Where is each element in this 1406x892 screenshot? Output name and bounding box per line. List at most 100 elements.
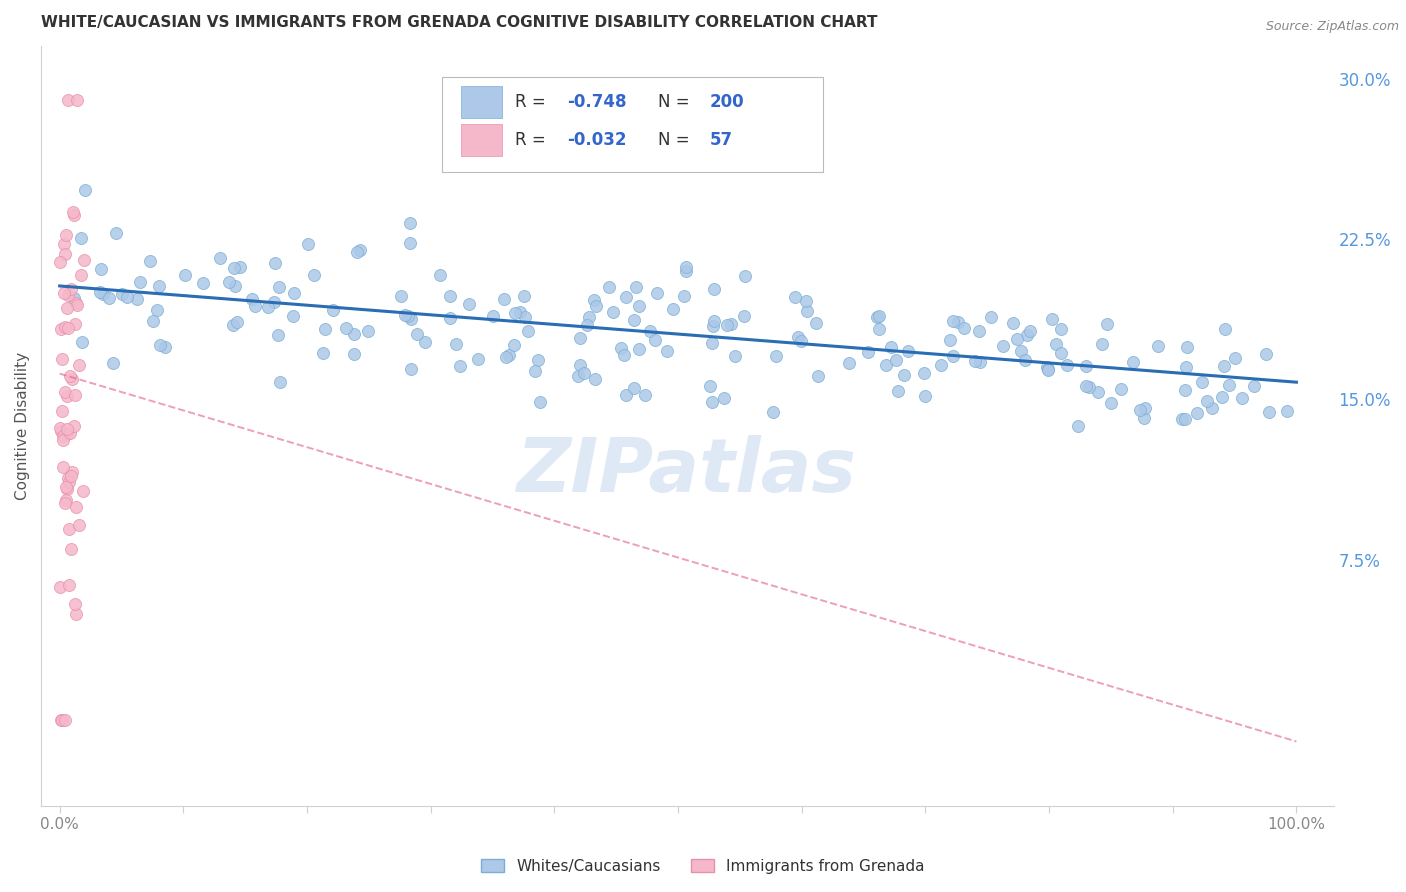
Point (243, 299, 266, 313)
Point (65, 607, 87, 622)
Point (609, 341, 631, 355)
Point (58, 93, 80, 107)
Point (1036, 363, 1059, 377)
Point (673, 289, 696, 303)
Point (357, 324, 380, 338)
Point (49, 580, 72, 594)
Point (51, 424, 73, 438)
Point (1095, 317, 1118, 331)
Point (53, 496, 76, 510)
Point (952, 321, 974, 335)
Point (724, 349, 747, 363)
Point (980, 310, 1002, 324)
Point (1174, 412, 1197, 426)
Point (1014, 353, 1036, 368)
Point (281, 310, 304, 324)
Point (893, 368, 915, 383)
Point (884, 352, 907, 367)
Point (786, 330, 808, 344)
Point (1056, 358, 1078, 372)
Point (58, 475, 80, 489)
Point (257, 300, 280, 314)
Point (616, 388, 638, 402)
Point (1010, 344, 1032, 359)
Point (1211, 390, 1233, 404)
Point (62, 208, 84, 222)
Text: ZIPatlas: ZIPatlas (517, 435, 858, 508)
Point (502, 338, 524, 352)
Point (467, 352, 489, 367)
Point (55, 227, 77, 242)
Point (623, 381, 645, 395)
Point (52, 237, 75, 252)
Point (224, 279, 246, 293)
Point (1066, 418, 1088, 433)
Point (399, 312, 422, 326)
Point (346, 245, 368, 260)
Point (1050, 322, 1073, 336)
Point (56, 301, 79, 316)
Point (796, 304, 818, 318)
Point (142, 314, 165, 328)
Text: 200: 200 (709, 93, 744, 111)
Point (1218, 377, 1240, 392)
Point (269, 375, 291, 389)
Point (343, 347, 366, 361)
Point (155, 340, 177, 354)
Point (804, 316, 827, 330)
Point (396, 309, 419, 323)
Point (856, 344, 879, 359)
Point (52, 429, 75, 443)
Point (498, 348, 520, 362)
Point (148, 278, 170, 293)
Point (1050, 345, 1073, 359)
Point (942, 350, 965, 364)
Point (1195, 394, 1218, 409)
Point (1212, 359, 1234, 373)
Point (675, 260, 697, 274)
Point (129, 275, 152, 289)
Point (60, 541, 83, 556)
Point (1171, 412, 1194, 426)
Point (56, 426, 79, 441)
Point (880, 340, 903, 354)
Point (700, 394, 723, 409)
Point (703, 282, 725, 296)
Point (1005, 332, 1028, 346)
Point (716, 318, 738, 332)
Point (191, 276, 214, 290)
Point (302, 268, 325, 283)
Point (58, 522, 80, 536)
Point (52, 460, 75, 475)
Point (56, 422, 79, 436)
Point (875, 358, 897, 372)
Point (1135, 401, 1157, 416)
Point (655, 343, 678, 358)
Point (733, 310, 755, 324)
Point (1099, 396, 1122, 410)
Point (149, 338, 172, 352)
Point (125, 292, 148, 306)
Point (51, 404, 73, 418)
Point (575, 318, 598, 332)
Point (104, 226, 127, 240)
Point (72, 484, 94, 499)
Point (65, 500, 87, 515)
Point (912, 366, 935, 380)
Point (662, 301, 685, 316)
Point (1243, 379, 1265, 393)
Point (103, 356, 125, 370)
Point (53, 713, 76, 727)
Point (1074, 379, 1097, 393)
Point (602, 305, 624, 319)
Point (65, 93, 87, 107)
Point (614, 290, 637, 304)
Point (1040, 312, 1063, 326)
Point (1111, 382, 1133, 396)
Point (401, 362, 423, 376)
Point (53, 385, 76, 400)
FancyBboxPatch shape (441, 77, 823, 171)
Point (399, 216, 422, 230)
Point (224, 260, 246, 275)
Point (572, 366, 595, 380)
